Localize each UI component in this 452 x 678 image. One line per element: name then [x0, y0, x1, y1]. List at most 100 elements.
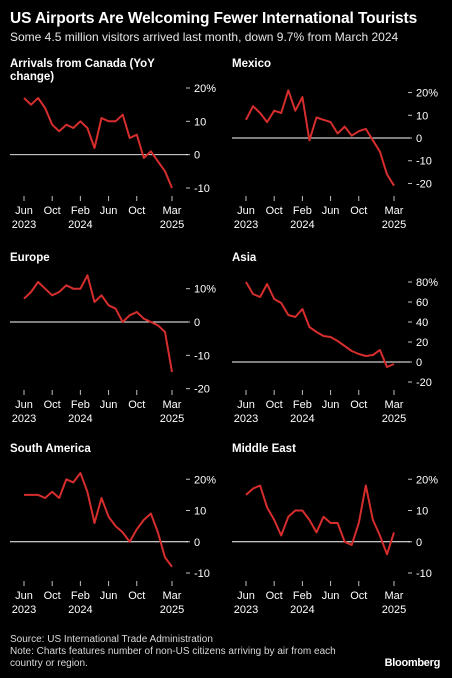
page-title: US Airports Are Welcoming Fewer Internat…	[10, 10, 418, 27]
x-tick-label: Oct	[128, 205, 145, 217]
x-tick-year: 2024	[68, 604, 92, 616]
page-subtitle: Some 4.5 million visitors arrived last m…	[10, 30, 399, 44]
x-tick-label: Oct	[44, 590, 61, 602]
x-tick-year: 2023	[234, 604, 258, 616]
x-tick-label: Jun	[322, 205, 340, 217]
chart-panel-mexico: 20% 10 0 -10 -20 Jun 2023 Oct Feb 2024 Jun Oct Mar 20…	[232, 58, 452, 238]
y-tick-label: -10	[194, 350, 210, 362]
series-line	[245, 89, 395, 187]
chart-panel-south-america: 20% 10 0 -10 Jun 2023 Oct Feb 2024 Jun Oct Mar 2025 …	[10, 443, 230, 623]
y-tick-label: 20%	[194, 474, 216, 486]
bloomberg-logo: Bloomberg	[384, 657, 441, 669]
x-tick-label: Oct	[350, 205, 367, 217]
x-tick-label: Jun	[237, 205, 255, 217]
y-tick-label: -10	[416, 568, 432, 580]
x-tick-label: Oct	[128, 399, 145, 411]
x-tick-year: 2023	[12, 604, 36, 616]
chart-title: Arrivals from Canada (YoY change)	[10, 58, 155, 83]
x-tick-label: Oct	[128, 590, 145, 602]
chart-panel-middle-east: 20% 10 0 -10 Jun 2023 Oct Feb 2024 Jun Oct Mar 2025 …	[232, 443, 452, 623]
x-tick-year: 2025	[382, 604, 406, 616]
chart-panel-asia: 80% 60 40 20 0 -20 Jun 2023 Oct Feb 2024 Jun Oct Mar 2…	[232, 252, 452, 432]
series-line	[23, 274, 173, 373]
chart-title: Europe	[10, 252, 50, 264]
x-tick-label: Oct	[44, 399, 61, 411]
x-tick-label: Jun	[100, 590, 118, 602]
series-line	[24, 472, 173, 568]
y-tick-label: 20	[416, 337, 428, 349]
x-tick-label: Feb	[71, 399, 90, 411]
series-line	[23, 97, 173, 189]
x-tick-year: 2024	[290, 413, 314, 425]
chart-panel-europe: 10% 0 -10 -20 Jun 2023 Oct Feb 2024 Jun Oct Mar 2025…	[10, 252, 230, 432]
x-tick-label: Mar	[163, 399, 182, 411]
x-tick-label: Oct	[266, 205, 283, 217]
y-tick-label: 10	[194, 506, 206, 518]
x-tick-label: Oct	[266, 399, 283, 411]
y-tick-label: -20	[416, 377, 432, 389]
x-tick-label: Feb	[293, 590, 312, 602]
y-tick-label: 0	[416, 133, 422, 145]
y-tick-label: -10	[194, 568, 210, 580]
x-tick-label: Oct	[350, 399, 367, 411]
y-tick-label: 0	[416, 357, 422, 369]
x-tick-label: Oct	[266, 590, 283, 602]
chart-asia: 80% 60 40 20 0 -20 Jun 2023 Oct Feb 2024 Jun Oct Mar 2…	[232, 277, 438, 425]
x-tick-year: 2023	[12, 413, 36, 425]
x-tick-label: Jun	[237, 399, 255, 411]
footnote: Note: Charts features number of non-US c…	[10, 646, 336, 669]
x-tick-label: Jun	[322, 590, 340, 602]
y-tick-label: 10	[194, 116, 206, 128]
x-tick-label: Mar	[385, 399, 404, 411]
x-tick-label: Mar	[163, 205, 182, 217]
chart-south-america: 20% 10 0 -10 Jun 2023 Oct Feb 2024 Jun Oct Mar 2025	[10, 472, 216, 616]
y-tick-label: 20%	[194, 83, 216, 95]
x-tick-label: Jun	[15, 399, 33, 411]
chart-mexico: 20% 10 0 -10 -20 Jun 2023 Oct Feb 2024 Jun Oct Mar 20…	[232, 88, 438, 231]
series-line	[245, 281, 395, 368]
x-tick-label: Feb	[293, 205, 312, 217]
x-tick-year: 2025	[382, 413, 406, 425]
x-tick-label: Feb	[293, 399, 312, 411]
x-tick-label: Jun	[15, 205, 33, 217]
x-tick-label: Jun	[15, 590, 33, 602]
x-tick-label: Mar	[163, 590, 182, 602]
y-tick-label: 20%	[416, 88, 438, 100]
y-tick-label: 10	[416, 110, 428, 122]
source-note: Source: US International Trade Administr…	[10, 634, 213, 645]
x-tick-year: 2025	[160, 604, 184, 616]
x-tick-year: 2023	[12, 219, 36, 231]
y-tick-label: -20	[194, 384, 210, 396]
y-tick-label: -10	[194, 183, 210, 195]
y-tick-label: -20	[416, 178, 432, 190]
y-tick-label: 0	[194, 317, 200, 329]
y-tick-label: 0	[194, 537, 200, 549]
x-tick-label: Mar	[385, 205, 404, 217]
x-tick-year: 2023	[234, 413, 258, 425]
x-tick-year: 2024	[68, 219, 92, 231]
x-tick-year: 2025	[160, 219, 184, 231]
y-tick-label: 0	[416, 537, 422, 549]
y-tick-label: 40	[416, 317, 428, 329]
series-line	[245, 484, 395, 556]
x-tick-label: Jun	[237, 590, 255, 602]
chart-title: Middle East	[232, 443, 296, 455]
y-tick-label: 0	[194, 150, 200, 162]
y-tick-label: 20%	[416, 474, 438, 486]
y-tick-label: 80%	[416, 277, 438, 289]
x-tick-label: Jun	[100, 399, 118, 411]
chart-footer: Source: US International Trade Administr…	[10, 634, 370, 670]
chart-europe: 10% 0 -10 -20 Jun 2023 Oct Feb 2024 Jun Oct Mar 2025	[10, 274, 216, 425]
y-tick-label: 60	[416, 297, 428, 309]
y-tick-label: -10	[416, 156, 432, 168]
chart-title: Asia	[232, 252, 257, 264]
x-tick-label: Feb	[71, 590, 90, 602]
x-tick-label: Mar	[385, 590, 404, 602]
y-tick-label: 10	[416, 506, 428, 518]
x-tick-label: Oct	[44, 205, 61, 217]
x-tick-label: Feb	[71, 205, 90, 217]
x-tick-label: Jun	[100, 205, 118, 217]
chart-title: South America	[10, 443, 91, 455]
x-tick-year: 2023	[234, 219, 258, 231]
x-tick-year: 2025	[382, 219, 406, 231]
